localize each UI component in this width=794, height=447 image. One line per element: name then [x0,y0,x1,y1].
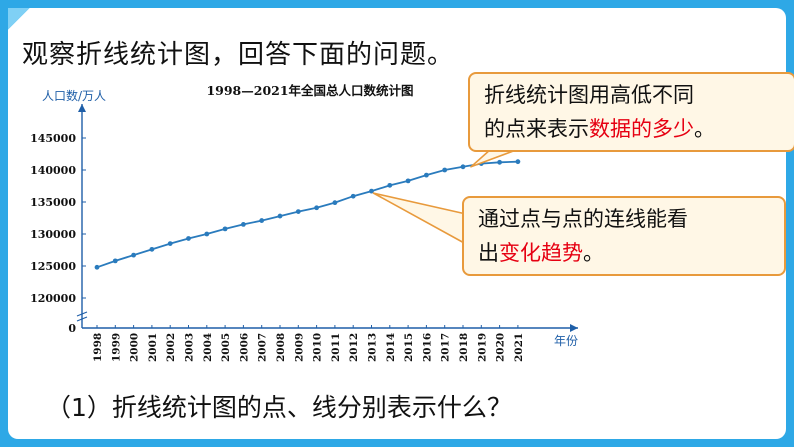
corner-decoration [8,8,30,30]
x-tick-label: 2002 [165,333,177,362]
callout-trend: 通过点与点的连线能看 出变化趋势。 [462,196,786,276]
x-tick-label: 2000 [129,333,141,362]
x-tick-label: 2017 [440,333,452,362]
y-axis-label: 人口数/万人 [42,88,106,103]
data-point [460,164,466,170]
highlight-trend: 变化趋势 [499,241,583,265]
data-point [204,231,210,237]
data-point [277,213,283,219]
x-tick-label: 2003 [184,333,196,362]
data-point [131,252,137,258]
y-axis-break [76,311,88,322]
y-tick-label: 140000 [30,164,76,177]
data-point [94,264,100,270]
data-point [149,246,155,252]
page-title: 观察折线统计图，回答下面的问题。 [22,40,455,70]
x-tick-label: 2008 [275,333,287,362]
callout-trend-line2: 出变化趋势。 [478,241,604,265]
x-tick-label: 2021 [513,333,525,362]
x-tick-label: 2004 [202,333,214,362]
data-point [332,200,338,206]
callout-points-line1: 折线统计图用高低不同 [484,83,694,107]
y-tick-label: 145000 [30,132,76,145]
data-point [222,226,228,232]
data-point [241,222,246,227]
chart-ticks: 145000 140000 135000 130000 125000 120000 0 199… [30,132,525,362]
x-tick-label: 2020 [495,333,507,362]
data-point [112,258,118,264]
chart-title: 1998—2021年全国总人口数统计图 [206,83,413,98]
data-point [387,182,393,188]
x-tick-label: 2019 [476,333,488,362]
x-tick-label: 2005 [220,333,232,362]
y-tick-label: 0 [68,322,76,335]
chart-axes [76,104,578,332]
x-tick-label: 2001 [147,333,159,362]
data-point [167,241,173,247]
y-tick-label: 130000 [30,228,76,241]
x-tick-label: 1998 [92,333,104,362]
callout-points: 折线统计图用高低不同 的点来表示数据的多少。 [468,72,794,152]
x-tick-label: 2015 [403,333,415,362]
callout-trend-line1: 通过点与点的连线能看 [478,207,688,231]
data-point [350,193,356,199]
data-point [295,209,301,215]
y-axis-arrow [78,104,86,112]
chart-series [94,159,521,270]
y-tick-label: 135000 [30,196,76,209]
x-tick-label: 2006 [238,333,250,362]
x-axis-arrow [570,324,578,332]
highlight-data-amount: 数据的多少 [589,117,694,141]
data-point [424,172,429,178]
x-tick-label: 2012 [348,333,360,362]
data-point [259,218,265,223]
x-tick-label: 2016 [421,333,433,362]
x-tick-label: 2013 [367,333,379,362]
y-tick-label: 125000 [30,260,76,273]
x-tick-label: 2018 [458,333,470,362]
x-tick-label: 2011 [330,333,342,362]
callout-trend-pointer [372,192,467,245]
x-tick-label: 2009 [293,333,305,362]
series-line [96,160,518,269]
x-tick-label: 2010 [312,333,324,362]
data-point [442,167,448,173]
data-point [515,159,521,165]
data-point [186,236,191,241]
x-tick-label: 2014 [385,333,397,362]
data-point [405,178,411,184]
data-point [497,159,502,165]
question-text: （1）折线统计图的点、线分别表示什么？ [46,393,512,422]
data-point [314,205,319,211]
x-axis-label: 年份 [554,334,578,348]
x-tick-label: 1999 [110,333,122,362]
x-tick-label: 2007 [257,333,269,362]
data-point [369,188,374,194]
callout-points-line2: 的点来表示数据的多少。 [484,117,715,141]
y-tick-label: 120000 [30,292,76,305]
